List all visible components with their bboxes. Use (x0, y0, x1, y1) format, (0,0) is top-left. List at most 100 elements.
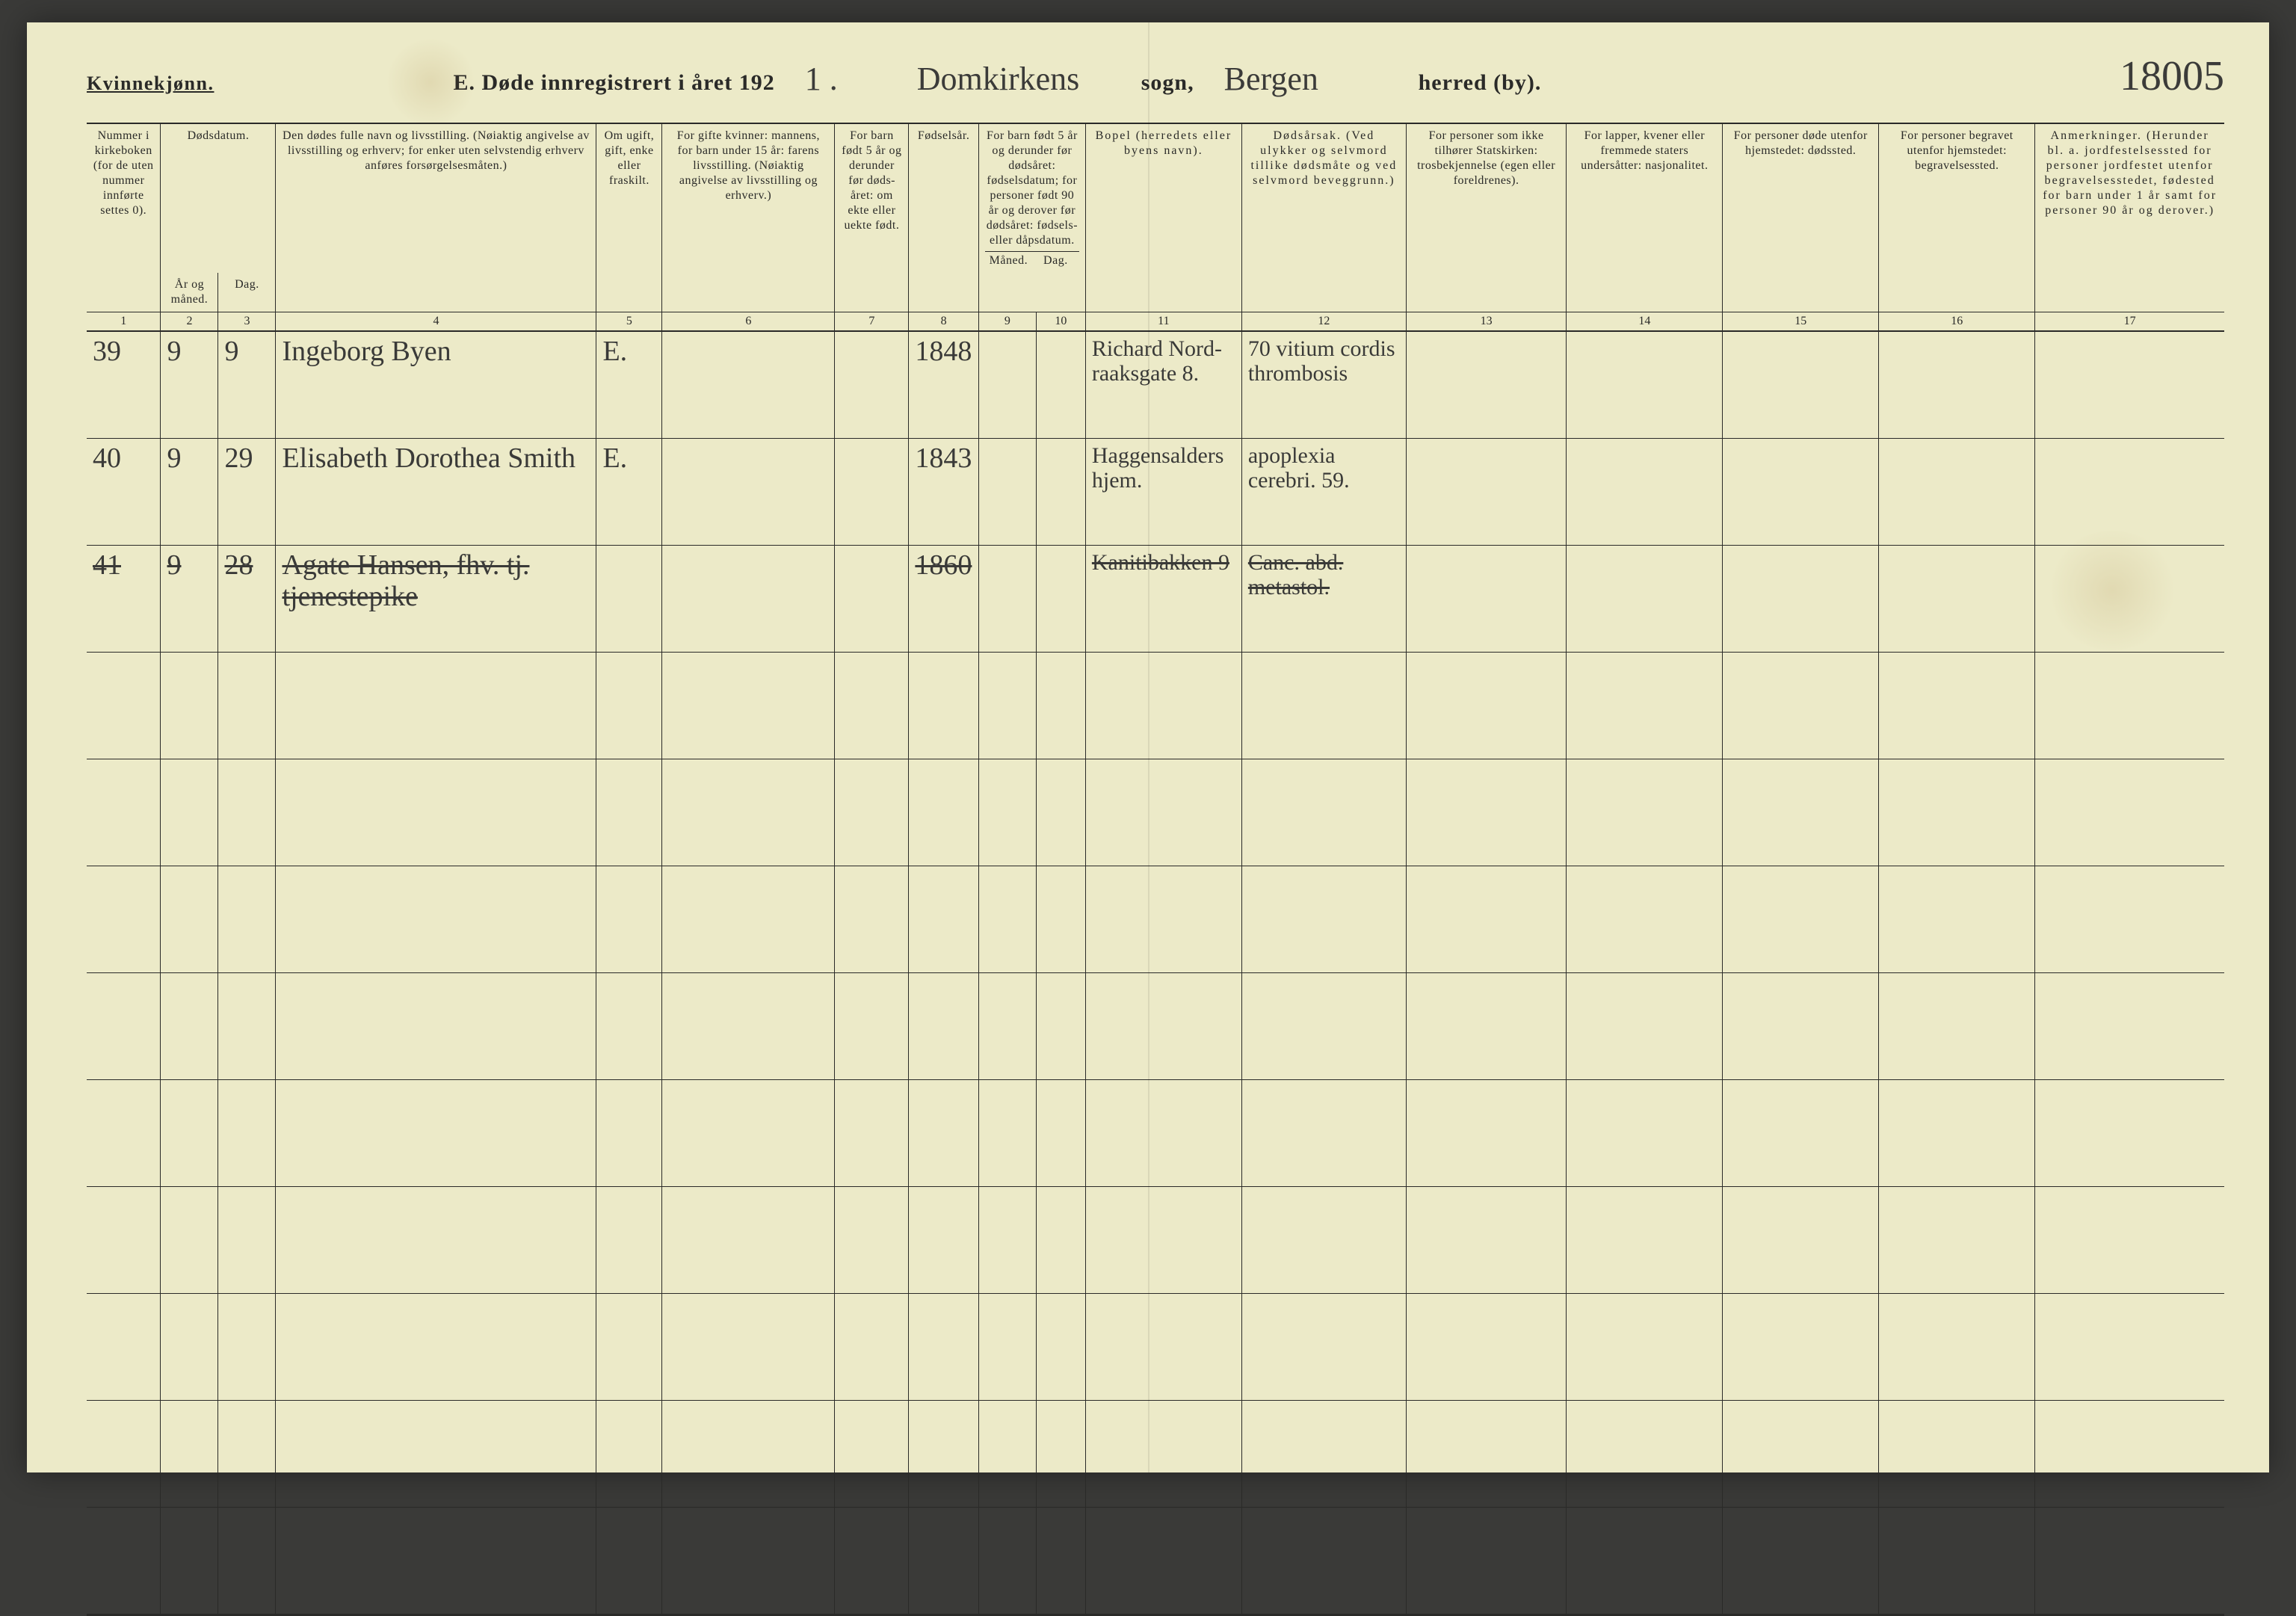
cell-year: 1860 (909, 546, 978, 653)
cell-empty (218, 1401, 276, 1508)
cell-empty (2035, 759, 2224, 866)
cell-empty (596, 1187, 662, 1294)
col-head-6: For gifte kvinner: mannens, for barn und… (662, 124, 835, 312)
cell-empty (87, 1508, 161, 1615)
cell-empty (2035, 1401, 2224, 1508)
cell-empty (835, 1401, 909, 1508)
cell-name: Agate Hansen, fhv. tj. tjenestepike (276, 546, 596, 653)
cell-empty (161, 1187, 218, 1294)
table-row-empty (87, 1508, 2224, 1615)
cell-empty (1406, 1294, 1566, 1401)
cell-empty (835, 1508, 909, 1615)
title-prefix: E. Døde innregistrert i året 192 (453, 70, 774, 96)
cell-status: E. (596, 439, 662, 546)
col-head-17-text: Anmerkninger. (Herunder bl. a. jordfeste… (2043, 129, 2217, 217)
cell-empty (1406, 653, 1566, 759)
cell-year: 1843 (909, 439, 978, 546)
cell-empty (218, 973, 276, 1080)
cell-bopel: Richard Nord­raaksgate 8. (1085, 331, 1241, 439)
table-row-empty (87, 1401, 2224, 1508)
col-number: 4 (276, 312, 596, 332)
col-number: 15 (1723, 312, 1879, 332)
col-number: 11 (1085, 312, 1241, 332)
cell-empty (1036, 1401, 1085, 1508)
cell-empty (87, 759, 161, 866)
header-row-1: Nummer i kirke­boken (for de uten nummer… (87, 124, 2224, 273)
cell-empty (596, 973, 662, 1080)
col-head-12-text: Dødsårsak. (Ved ulykker og selv­mord til… (1250, 129, 1397, 187)
col-head-13: For personer som ikke tilhører Statskirk… (1406, 124, 1566, 312)
cell-empty (1567, 1508, 1723, 1615)
cell-cause: apoplexia cerebri. 59. (1241, 439, 1406, 546)
cell-empty (276, 1080, 596, 1187)
cell-empty (1406, 1508, 1566, 1615)
col-head-2a: År og måned. (161, 273, 218, 312)
cell-empty (978, 866, 1036, 973)
col-number: 10 (1036, 312, 1085, 332)
cell-empty (1406, 866, 1566, 973)
cell-c16 (1879, 439, 2035, 546)
col-head-9b: Dag. (1032, 253, 1079, 268)
cell-empty (276, 1294, 596, 1401)
col-head-5: Om ugift, gift, enke eller fraskilt. (596, 124, 662, 312)
cell-empty (662, 653, 835, 759)
cell-empty (2035, 653, 2224, 759)
cell-empty (596, 1294, 662, 1401)
cell-empty (276, 653, 596, 759)
cell-empty (596, 1401, 662, 1508)
cell-empty (1567, 1187, 1723, 1294)
table-row-empty (87, 1187, 2224, 1294)
table-row-empty (87, 653, 2224, 759)
cell-empty (1241, 1187, 1406, 1294)
cell-c13 (1406, 331, 1566, 439)
cell-empty (1085, 1187, 1241, 1294)
cell-empty (1036, 1080, 1085, 1187)
table-row-empty (87, 1294, 2224, 1401)
cell-empty (218, 653, 276, 759)
table-row: 41928Agate Hansen, fhv. tj. tjenestepike… (87, 546, 2224, 653)
cell-empty (218, 1187, 276, 1294)
cell-empty (1241, 1080, 1406, 1187)
col-number: 7 (835, 312, 909, 332)
cell-empty (1723, 1508, 1879, 1615)
cell-empty (909, 1187, 978, 1294)
cell-c9a (978, 439, 1036, 546)
cell-col7 (835, 331, 909, 439)
cell-empty (978, 1294, 1036, 1401)
cell-empty (1723, 866, 1879, 973)
cell-c13 (1406, 439, 1566, 546)
cell-empty (835, 973, 909, 1080)
cell-empty (1879, 759, 2035, 866)
cell-empty (87, 1294, 161, 1401)
cell-empty (662, 759, 835, 866)
cell-empty (161, 1401, 218, 1508)
cell-c9b (1036, 546, 1085, 653)
cell-c9b (1036, 331, 1085, 439)
cell-empty (662, 1401, 835, 1508)
cell-empty (218, 759, 276, 866)
cell-c17 (2035, 439, 2224, 546)
cell-empty (1085, 1401, 1241, 1508)
cell-empty (596, 759, 662, 866)
year-fill: 1 . (797, 60, 887, 99)
cell-empty (835, 1187, 909, 1294)
cell-status: E. (596, 331, 662, 439)
cell-empty (1036, 866, 1085, 973)
cell-c16 (1879, 331, 2035, 439)
cell-empty (87, 1187, 161, 1294)
cell-empty (87, 973, 161, 1080)
table-body: 3999Ingeborg ByenE.1848Richard Nord­raak… (87, 331, 2224, 1615)
col-number: 8 (909, 312, 978, 332)
cell-empty (218, 1294, 276, 1401)
cell-empty (161, 759, 218, 866)
cell-empty (1567, 866, 1723, 973)
cell-empty (1723, 1294, 1879, 1401)
cell-empty (909, 973, 978, 1080)
ledger-table-wrap: Nummer i kirke­boken (for de uten nummer… (87, 123, 2224, 1616)
cell-month: 9 (161, 546, 218, 653)
cell-col7 (835, 439, 909, 546)
cell-empty (276, 866, 596, 973)
cell-c14 (1567, 439, 1723, 546)
cell-cause: 70 vitium cordis thrombosis (1241, 331, 1406, 439)
cell-name: Elisabeth Dorothea Smith (276, 439, 596, 546)
